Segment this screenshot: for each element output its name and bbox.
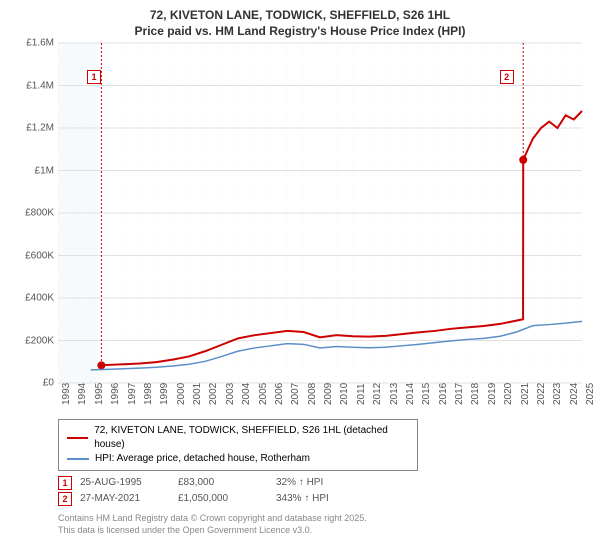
x-tick-label: 2008 — [307, 383, 318, 405]
x-tick-label: 2019 — [487, 383, 498, 405]
y-tick-label: £1.6M — [26, 38, 54, 49]
x-tick-label: 2013 — [389, 383, 400, 405]
x-tick-label: 1998 — [143, 383, 154, 405]
legend-label: HPI: Average price, detached house, Roth… — [95, 452, 310, 466]
x-tick-label: 1996 — [110, 383, 121, 405]
data-point-date: 27-MAY-2021 — [80, 491, 170, 507]
y-tick-label: £1M — [35, 165, 54, 176]
y-tick-label: £1.4M — [26, 80, 54, 91]
x-tick-label: 2003 — [225, 383, 236, 405]
y-tick-label: £400K — [25, 293, 54, 304]
x-tick-label: 2020 — [503, 383, 514, 405]
x-tick-label: 2011 — [356, 384, 367, 406]
data-point-marker: 1 — [58, 476, 72, 490]
x-tick-label: 2004 — [241, 383, 252, 405]
data-point-pct: 343% ↑ HPI — [276, 491, 366, 507]
data-point-row: 1 25-AUG-1995 £83,000 32% ↑ HPI — [58, 475, 590, 491]
x-tick-label: 2023 — [552, 383, 563, 405]
x-tick-label: 2001 — [192, 383, 203, 405]
x-tick-label: 1994 — [77, 383, 88, 405]
footnote-line1: Contains HM Land Registry data © Crown c… — [58, 513, 590, 525]
plot-region: 12 — [58, 43, 582, 383]
y-tick-label: £600K — [25, 250, 54, 261]
x-tick-label: 2005 — [258, 383, 269, 405]
x-tick-label: 2024 — [569, 383, 580, 405]
annotation-marker: 1 — [87, 70, 101, 84]
legend-item: HPI: Average price, detached house, Roth… — [67, 452, 409, 466]
x-tick-label: 1995 — [94, 383, 105, 405]
y-axis: £0£200K£400K£600K£800K£1M£1.2M£1.4M£1.6M — [10, 43, 58, 383]
x-tick-label: 2015 — [421, 383, 432, 405]
x-tick-label: 2002 — [208, 383, 219, 405]
legend-swatch — [67, 437, 88, 439]
x-tick-label: 1999 — [159, 383, 170, 405]
legend: 72, KIVETON LANE, TODWICK, SHEFFIELD, S2… — [58, 419, 418, 471]
chart-container: 72, KIVETON LANE, TODWICK, SHEFFIELD, S2… — [0, 0, 600, 560]
y-tick-label: £800K — [25, 208, 54, 219]
x-tick-label: 2017 — [454, 383, 465, 405]
title-line1: 72, KIVETON LANE, TODWICK, SHEFFIELD, S2… — [10, 8, 590, 24]
x-tick-label: 2025 — [585, 383, 596, 405]
data-point-table: 1 25-AUG-1995 £83,000 32% ↑ HPI 2 27-MAY-2021… — [10, 475, 590, 507]
x-tick-label: 2012 — [372, 383, 383, 405]
y-tick-label: £0 — [43, 378, 54, 389]
title-line2: Price paid vs. HM Land Registry's House … — [10, 24, 590, 40]
x-tick-label: 2018 — [470, 383, 481, 405]
x-tick-label: 2000 — [176, 383, 187, 405]
x-tick-label: 2010 — [339, 383, 350, 405]
x-tick-label: 2014 — [405, 383, 416, 405]
footnote-line2: This data is licensed under the Open Gov… — [58, 525, 590, 537]
legend-item: 72, KIVETON LANE, TODWICK, SHEFFIELD, S2… — [67, 424, 409, 452]
x-tick-label: 2009 — [323, 383, 334, 405]
y-tick-label: £200K — [25, 335, 54, 346]
footnote: Contains HM Land Registry data © Crown c… — [58, 513, 590, 536]
plot-svg — [58, 43, 582, 383]
legend-label: 72, KIVETON LANE, TODWICK, SHEFFIELD, S2… — [94, 424, 409, 452]
y-tick-label: £1.2M — [26, 123, 54, 134]
x-tick-label: 2007 — [290, 383, 301, 405]
x-axis: 1993 1994 1995 1996 1997 1998 1999 2000 2001 2002… — [58, 383, 582, 413]
x-tick-label: 2021 — [520, 383, 531, 405]
x-tick-label: 2016 — [438, 383, 449, 405]
data-point-row: 2 27-MAY-2021 £1,050,000 343% ↑ HPI — [58, 491, 590, 507]
data-point-price: £83,000 — [178, 475, 268, 491]
chart-title: 72, KIVETON LANE, TODWICK, SHEFFIELD, S2… — [10, 8, 590, 39]
x-tick-label: 2006 — [274, 383, 285, 405]
chart-area: £0£200K£400K£600K£800K£1M£1.2M£1.4M£1.6M… — [10, 43, 590, 413]
annotation-marker: 2 — [500, 70, 514, 84]
x-tick-label: 2022 — [536, 383, 547, 405]
data-point-price: £1,050,000 — [178, 491, 268, 507]
data-point-pct: 32% ↑ HPI — [276, 475, 366, 491]
legend-swatch — [67, 458, 89, 460]
data-point-marker: 2 — [58, 492, 72, 506]
x-tick-label: 1997 — [127, 383, 138, 405]
data-point-date: 25-AUG-1995 — [80, 475, 170, 491]
x-tick-label: 1993 — [61, 383, 72, 405]
